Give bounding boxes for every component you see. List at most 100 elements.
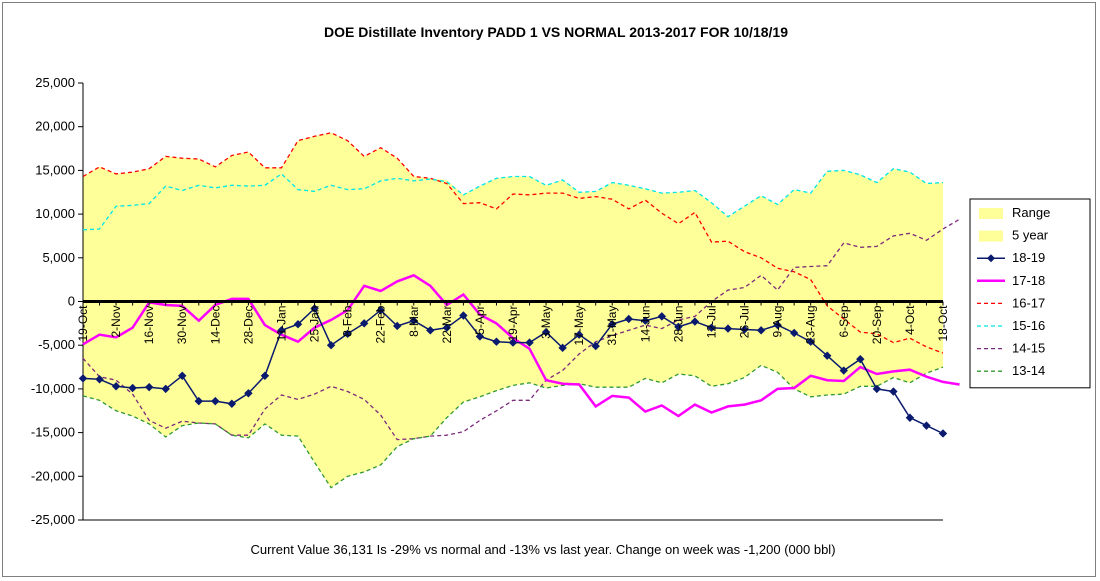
y-tick-label: -10,000: [31, 381, 75, 396]
point-18-19: [839, 366, 848, 375]
point-18-19: [111, 382, 121, 391]
x-tick-label: 23-Aug: [804, 306, 818, 345]
point-18-19: [558, 343, 567, 353]
point-18-19: [922, 421, 931, 430]
x-tick-label: 2-Nov: [109, 306, 123, 338]
legend-label: Range: [1012, 205, 1050, 220]
point-18-19: [326, 340, 336, 350]
point-18-19: [260, 371, 270, 380]
y-tick-label: -5,000: [38, 337, 75, 352]
point-18-19: [144, 382, 154, 392]
point-18-19: [426, 326, 435, 335]
legend-label: 14-15: [1012, 341, 1045, 356]
x-tick-label: 9-Aug: [771, 306, 785, 338]
series-line-15-16: [82, 167, 944, 231]
x-tick-label: 3-May: [539, 306, 553, 339]
point-18-19: [608, 320, 617, 329]
point-18-19: [806, 337, 815, 346]
x-tick-label: 28-Jun: [671, 306, 685, 343]
y-tick-label: 5,000: [42, 250, 75, 265]
x-tick-label: 14-Jun: [638, 306, 652, 343]
legend-item: 17-18: [977, 273, 1045, 288]
point-18-19: [641, 316, 650, 325]
point-18-19: [194, 396, 203, 406]
legend-label: 18-19: [1012, 250, 1045, 265]
legend-swatch: [979, 230, 1003, 242]
series-line-13-14: [82, 364, 944, 489]
legend-box: [969, 198, 1091, 389]
point-18-19: [293, 320, 303, 329]
point-18-19: [393, 321, 402, 331]
x-tick-label: 19-Oct: [76, 305, 90, 342]
point-18-19: [525, 338, 534, 347]
chart-footnote: Current Value 36,131 Is -29% vs normal a…: [250, 542, 835, 557]
x-tick-label: 17-May: [572, 306, 586, 346]
x-tick-label: 11-Jan: [274, 306, 288, 342]
point-18-19: [889, 387, 898, 396]
point-18-19: [938, 429, 948, 438]
point-18-19: [690, 317, 700, 326]
y-tick-label: -25,000: [31, 512, 75, 527]
x-tick-label: 26-Jul: [738, 306, 752, 339]
point-18-19: [492, 337, 501, 346]
point-18-19: [591, 341, 600, 351]
point-18-19: [211, 396, 220, 406]
x-tick-label: 19-Apr: [506, 306, 520, 342]
x-tick-label: 22-Feb: [374, 305, 388, 343]
legend-item: 5 year: [979, 228, 1049, 243]
point-18-19: [508, 338, 518, 347]
x-tick-label: 25-Jan: [308, 306, 322, 343]
x-tick-label: 22-Mar: [440, 306, 454, 344]
point-18-19: [161, 384, 170, 394]
legend-label: 17-18: [1012, 273, 1045, 288]
point-18-19: [442, 323, 452, 332]
point-18-19: [823, 351, 832, 360]
chart-title: DOE Distillate Inventory PADD 1 VS NORMA…: [324, 24, 788, 40]
y-tick-label: -15,000: [31, 425, 75, 440]
legend-label: 5 year: [1012, 228, 1049, 243]
point-18-19: [740, 325, 749, 334]
legend-item: Range: [979, 205, 1050, 220]
x-tick-label: 5-Apr: [473, 305, 487, 334]
point-18-19: [227, 399, 237, 408]
x-tick-label: 20-Sep: [870, 305, 884, 344]
point-18-19: [78, 374, 88, 383]
series-line-17-18: [82, 273, 960, 418]
point-18-19: [856, 354, 865, 364]
point-18-19: [723, 324, 733, 333]
point-18-19: [459, 311, 468, 320]
legend-marker: [987, 254, 995, 263]
x-tick-label: 14-Dec: [208, 306, 222, 345]
point-18-19: [574, 330, 584, 339]
x-tick-label: 8-Mar: [407, 306, 421, 337]
legend-item: 14-15: [977, 341, 1045, 356]
point-18-19: [178, 371, 187, 380]
y-tick-label: 20,000: [35, 119, 75, 134]
y-tick-label: 0: [68, 294, 75, 309]
point-18-19: [310, 304, 319, 313]
x-tick-label: 18-Oct: [936, 305, 950, 342]
legend-label: 15-16: [1012, 318, 1045, 333]
legend-item: 13-14: [977, 363, 1045, 378]
point-18-19: [707, 323, 716, 332]
point-18-19: [376, 306, 385, 315]
point-18-19: [244, 389, 253, 398]
series-line-14-15: [82, 218, 960, 441]
x-tick-label: 4-Oct: [903, 305, 917, 335]
legend-item: 15-16: [977, 318, 1045, 333]
point-18-19: [773, 320, 782, 330]
x-tick-label: 16-Nov: [142, 306, 156, 345]
point-18-19: [624, 314, 633, 324]
legend-label: 16-17: [1012, 295, 1045, 310]
legend-swatch: [979, 208, 1003, 219]
point-18-19: [674, 322, 683, 332]
x-tick-label: 30-Nov: [175, 306, 189, 345]
point-18-19: [789, 328, 799, 338]
plot-area: 25,000 20,000 15,000 10,000 5,000 0 -5,000 -10,…: [31, 75, 960, 527]
point-18-19: [359, 319, 369, 328]
x-tick-label: 31-May: [605, 306, 619, 346]
point-18-19: [756, 326, 766, 335]
point-18-19: [872, 384, 882, 394]
point-18-19: [475, 332, 485, 341]
legend-label: 13-14: [1012, 363, 1045, 378]
